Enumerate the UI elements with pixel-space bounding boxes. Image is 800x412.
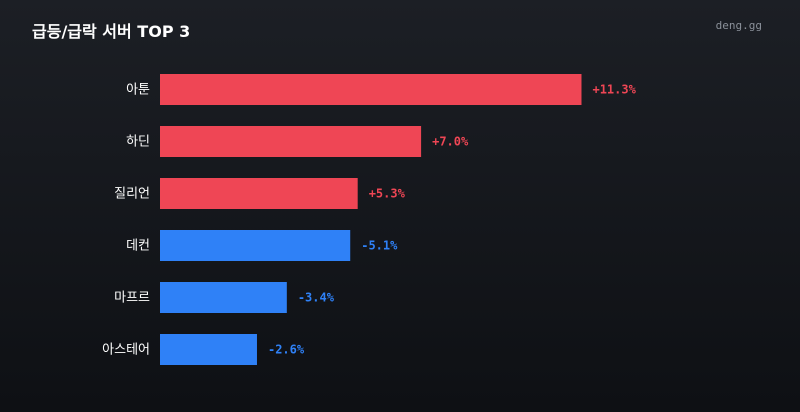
value-label: -3.4% [298,291,335,305]
value-label: +11.3% [592,83,636,97]
value-label: +7.0% [432,135,469,149]
bar-fall [160,334,257,365]
value-label: -2.6% [268,343,305,357]
brand-watermark: deng.gg [715,19,762,32]
bar-rise [160,74,582,105]
bar-rise [160,126,422,157]
category-label: 아툰 [126,83,150,98]
category-label: 아스테어 [102,343,150,358]
value-label: -5.1% [361,239,398,253]
bar-fall [160,282,287,313]
bar-fall [160,230,351,261]
chart-title: 급등/급락 서버 TOP 3 [32,22,191,41]
category-label: 마프르 [114,291,150,306]
category-label: 데컨 [126,239,150,254]
category-label: 하딘 [126,135,150,150]
value-label: +5.3% [369,187,406,201]
bar-rise [160,178,358,209]
category-label: 질리언 [114,187,150,202]
